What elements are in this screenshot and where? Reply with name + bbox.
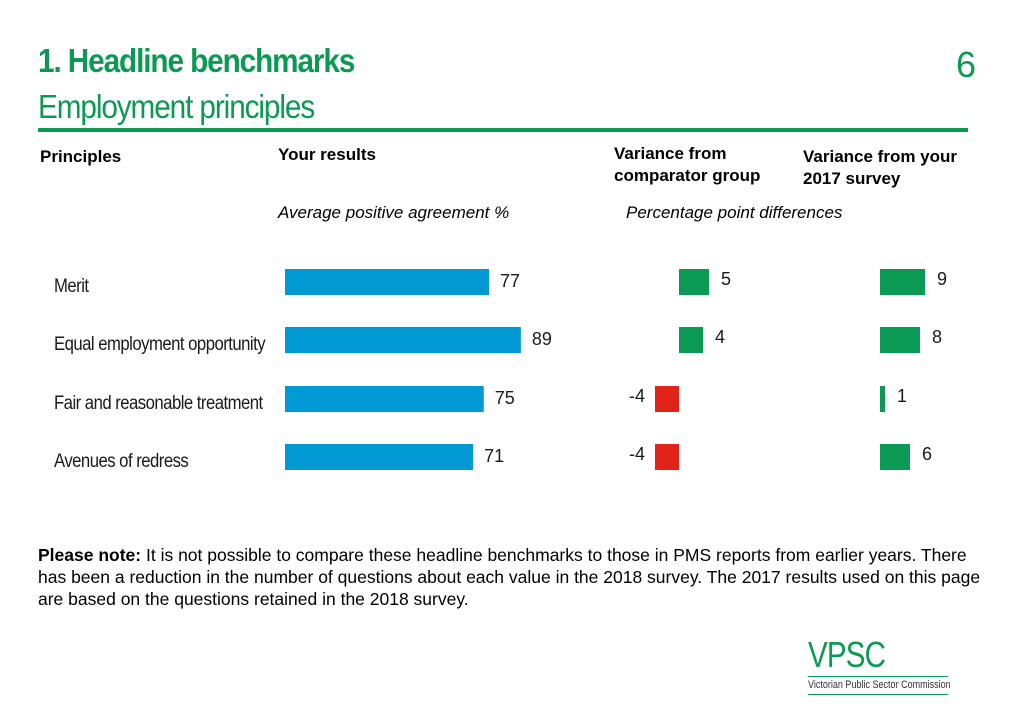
header-divider	[38, 128, 968, 132]
results-bar	[285, 327, 521, 353]
note-prefix: Please note:	[38, 545, 142, 565]
variance-2017-label: 1	[897, 386, 907, 406]
results-value-label: 71	[484, 446, 504, 466]
variance-subheading: Percentage point differences	[626, 203, 843, 222]
category-label: Avenues of redress	[54, 451, 189, 472]
variance-comparator-bar	[679, 327, 703, 353]
variance-2017-label: 8	[932, 327, 942, 347]
results-value-label: 75	[495, 388, 515, 408]
variance-2017-bar	[880, 269, 925, 295]
variance-comparator-label: -4	[629, 444, 645, 464]
variance-2017-bar	[880, 386, 885, 412]
results-bar	[285, 444, 474, 470]
results-bar	[285, 269, 490, 295]
category-label: Fair and reasonable treatment	[54, 393, 263, 414]
results-bar	[285, 386, 484, 412]
category-label: Equal employment opportunity	[54, 334, 266, 355]
variance-2017-label: 6	[922, 444, 932, 464]
logo-wordmark: VPSC	[808, 634, 886, 675]
column-header-variance-2017: Variance from your 2017 survey	[803, 147, 958, 188]
logo-caption: Victorian Public Sector Commission	[808, 679, 951, 691]
variance-comparator-label: 4	[715, 327, 725, 347]
page-subtitle: Employment principles	[38, 88, 315, 125]
variance-comparator-label: -4	[629, 386, 645, 406]
variance-2017-label: 9	[937, 269, 947, 289]
page-number: 6	[955, 44, 976, 85]
logo-divider	[808, 694, 948, 695]
variance-2017-bar	[880, 327, 920, 353]
category-label: Merit	[54, 276, 89, 297]
page-title: 1. Headline benchmarks	[38, 42, 355, 79]
column-header-principles: Principles	[40, 147, 122, 166]
column-header-variance-comparator: Variance from comparator group	[614, 144, 761, 185]
please-note: Please note: It is not possible to compa…	[38, 544, 988, 610]
variance-comparator-label: 5	[721, 269, 731, 289]
results-value-label: 89	[532, 329, 552, 349]
variance-comparator-bar	[679, 269, 709, 295]
results-value-label: 77	[500, 271, 520, 291]
vpsc-logo: VPSC Victorian Public Sector Commission	[808, 636, 982, 695]
variance-2017-bar	[880, 444, 910, 470]
logo-divider	[808, 676, 948, 677]
note-text: It is not possible to compare these head…	[38, 545, 981, 609]
results-subheading: Average positive agreement %	[278, 203, 510, 222]
variance-comparator-bar	[655, 444, 679, 470]
variance-comparator-bar	[655, 386, 679, 412]
column-header-results: Your results	[278, 145, 376, 164]
